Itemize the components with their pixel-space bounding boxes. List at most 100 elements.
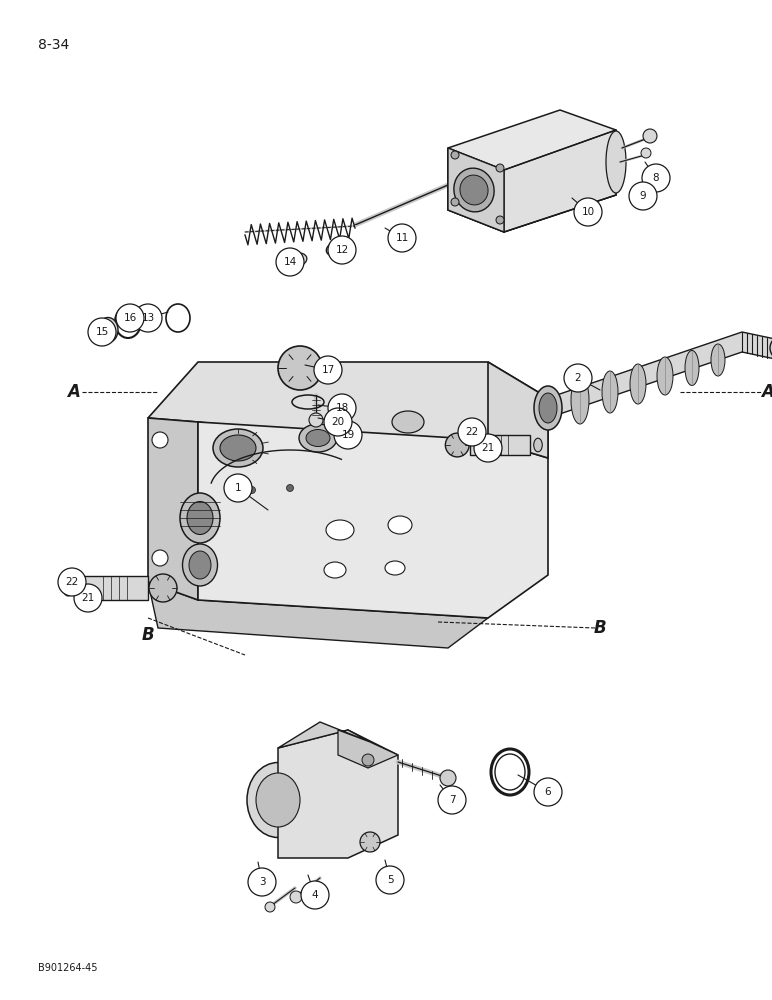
Circle shape [248,868,276,896]
Text: 22: 22 [466,427,479,437]
Circle shape [496,216,504,224]
Circle shape [276,248,304,276]
Circle shape [134,304,162,332]
Circle shape [642,164,670,192]
Ellipse shape [182,544,218,586]
Polygon shape [278,722,370,748]
Circle shape [309,413,323,427]
Circle shape [376,866,404,894]
Ellipse shape [290,256,302,264]
Ellipse shape [571,376,589,424]
Ellipse shape [324,562,346,578]
Text: 14: 14 [283,257,296,267]
Ellipse shape [657,357,673,395]
Text: 7: 7 [449,795,455,805]
Ellipse shape [606,131,626,193]
Circle shape [438,786,466,814]
Polygon shape [148,362,548,458]
Circle shape [301,881,329,909]
Text: 12: 12 [335,245,349,255]
Ellipse shape [392,411,424,433]
Circle shape [629,182,657,210]
Ellipse shape [189,551,211,579]
Ellipse shape [711,344,725,376]
Polygon shape [78,576,148,600]
Polygon shape [548,332,772,418]
Text: 18: 18 [335,403,349,413]
Text: 20: 20 [331,417,344,427]
Ellipse shape [332,243,348,253]
Text: 21: 21 [81,593,95,603]
Circle shape [360,832,380,852]
Circle shape [362,754,374,766]
Text: B901264-45: B901264-45 [38,963,97,973]
Text: B: B [594,619,606,637]
Text: 4: 4 [312,890,318,900]
Circle shape [149,574,177,602]
Polygon shape [148,582,488,648]
Ellipse shape [454,168,494,212]
Ellipse shape [460,175,488,205]
Text: 9: 9 [640,191,646,201]
Circle shape [88,318,116,346]
Text: A: A [68,383,80,401]
Text: 17: 17 [321,365,334,375]
Ellipse shape [187,502,213,534]
Circle shape [116,304,144,332]
Ellipse shape [539,393,557,423]
Ellipse shape [388,516,412,534]
Text: 15: 15 [96,327,109,337]
Ellipse shape [63,580,73,596]
Ellipse shape [285,253,306,267]
Circle shape [458,418,486,446]
Polygon shape [198,422,548,618]
Polygon shape [488,362,548,458]
Circle shape [328,394,356,422]
Circle shape [58,568,86,596]
Circle shape [74,584,102,612]
Circle shape [278,346,322,390]
Circle shape [770,336,772,360]
Text: 10: 10 [581,207,594,217]
Ellipse shape [685,351,699,385]
Ellipse shape [533,438,542,452]
Polygon shape [148,418,198,600]
Text: A: A [761,383,772,401]
Text: 22: 22 [66,577,79,587]
Circle shape [440,770,456,786]
Ellipse shape [534,386,562,430]
Text: 6: 6 [545,787,551,797]
Ellipse shape [220,435,256,461]
Text: 1: 1 [235,483,242,493]
Ellipse shape [98,318,118,342]
Circle shape [314,356,342,384]
Polygon shape [278,730,398,858]
Circle shape [451,151,459,159]
Text: 3: 3 [259,877,266,887]
Circle shape [496,164,504,172]
Text: B: B [142,626,154,644]
Text: 21: 21 [482,443,495,453]
Ellipse shape [602,371,618,413]
Polygon shape [448,148,504,232]
Circle shape [564,364,592,392]
Text: 5: 5 [387,875,393,885]
Text: 2: 2 [574,373,581,383]
Ellipse shape [247,762,309,838]
Circle shape [290,891,302,903]
Circle shape [265,902,275,912]
Circle shape [451,198,459,206]
Text: 8-34: 8-34 [38,38,69,52]
Polygon shape [448,148,504,232]
Ellipse shape [630,364,646,404]
Circle shape [152,550,168,566]
Ellipse shape [180,493,220,543]
Ellipse shape [327,239,354,257]
Circle shape [445,433,469,457]
Circle shape [388,224,416,252]
Ellipse shape [256,773,300,827]
Circle shape [152,432,168,448]
Circle shape [474,434,502,462]
Ellipse shape [385,561,405,575]
Text: 16: 16 [124,313,137,323]
